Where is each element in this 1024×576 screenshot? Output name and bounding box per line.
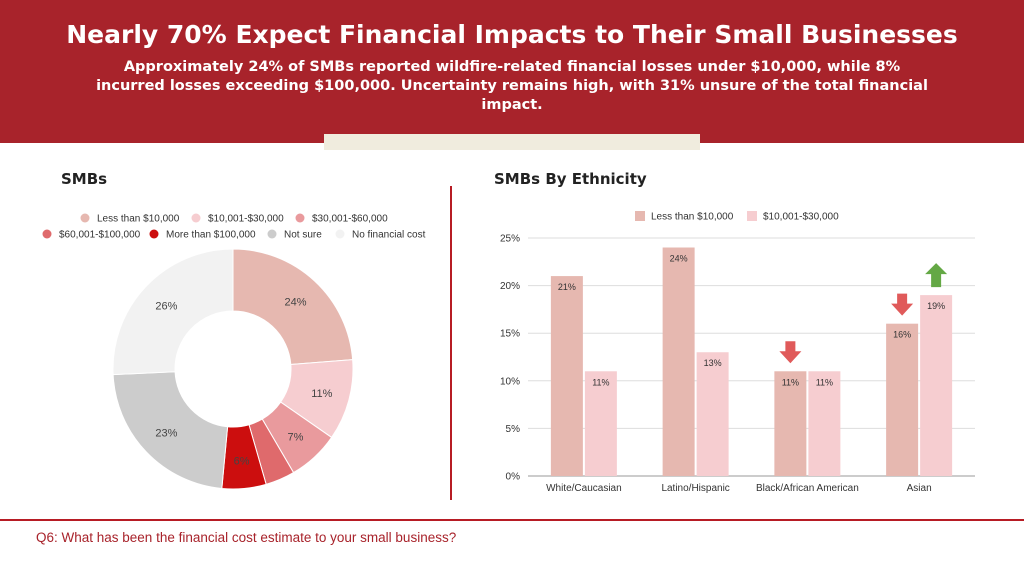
bar-latino-hispanic-10-001-30-000 (696, 352, 729, 476)
legend-swatch-less-than-10-000 (80, 213, 90, 223)
y-tick-label: 15% (500, 329, 520, 340)
bar-black-african-american-less-than-10-000 (774, 371, 807, 476)
survey-question: Q6: What has been the financial cost est… (36, 530, 457, 545)
legend-swatch-60-001-100-000 (42, 229, 52, 239)
arrow-down-icon (779, 341, 802, 364)
bar-legend-label-10-001-30-000: $10,001-$30,000 (763, 212, 839, 223)
y-tick-label: 0% (506, 472, 521, 483)
x-tick-label: White/Caucasian (546, 483, 622, 494)
bar-legend-swatch-less-than-10-000 (635, 211, 645, 221)
donut-slice-not-sure (112, 371, 229, 490)
y-tick-label: 20% (500, 281, 520, 292)
donut-slice-label-not-sure: 23% (155, 428, 177, 440)
bar-value-label: 19% (927, 301, 945, 311)
bar-white-caucasian-10-001-30-000 (584, 371, 617, 476)
y-tick-label: 5% (506, 424, 521, 435)
donut-slice-label-10-001-30-000: 11% (311, 388, 332, 400)
vertical-divider (450, 186, 452, 500)
page-subtitle: Approximately 24% of SMBs reported wildf… (96, 59, 928, 113)
legend-swatch-more-than-100-000 (149, 229, 159, 239)
legend-swatch-10-001-30-000 (191, 213, 201, 223)
bar-value-label: 11% (816, 377, 833, 387)
arrow-up-icon (925, 263, 948, 288)
x-tick-label: Black/African American (756, 483, 859, 494)
legend-label-not-sure: Not sure (284, 230, 322, 241)
donut-slice-label-no-financial-cost: 26% (155, 300, 177, 312)
legend-swatch-not-sure (267, 229, 277, 239)
donut-slice-label-more-than-100-000: 6% (234, 456, 250, 468)
legend-label-no-financial-cost: No financial cost (352, 230, 426, 241)
bar-white-caucasian-less-than-10-000 (550, 276, 583, 476)
y-tick-label: 25% (500, 234, 520, 245)
bar-value-label: 16% (893, 330, 911, 340)
legend-label-more-than-100-000: More than $100,000 (166, 230, 256, 241)
bar-latino-hispanic-less-than-10-000 (662, 247, 695, 476)
donut-slice-no-financial-cost (112, 248, 234, 376)
legend-label-less-than-10-000: Less than $10,000 (97, 214, 180, 225)
donut-slice-label-30-001-60-000: 7% (288, 432, 304, 444)
bar-asian-less-than-10-000 (886, 323, 919, 476)
accent-bar (324, 134, 700, 150)
x-tick-label: Asian (907, 483, 932, 494)
bar-value-label: 11% (592, 377, 609, 387)
bar-black-african-american-10-001-30-000 (808, 371, 841, 476)
horizontal-divider (0, 519, 1024, 521)
bar-legend-swatch-10-001-30-000 (747, 211, 757, 221)
legend-swatch-no-financial-cost (335, 229, 345, 239)
bar-value-label: 24% (670, 254, 688, 264)
legend-swatch-30-001-60-000 (295, 213, 305, 223)
bar-legend-label-less-than-10-000: Less than $10,000 (651, 212, 734, 223)
header-banner: Nearly 70% Expect Financial Impacts to T… (0, 0, 1024, 143)
legend-label-60-001-100-000: $60,001-$100,000 (59, 230, 141, 241)
y-tick-label: 10% (500, 376, 520, 387)
bar-value-label: 21% (558, 282, 576, 292)
donut-chart-title: SMBs (61, 170, 108, 188)
x-tick-label: Latino/Hispanic (661, 483, 729, 494)
donut-slice-label-less-than-10-000: 24% (284, 296, 306, 308)
bar-asian-10-001-30-000 (920, 295, 953, 476)
legend-label-30-001-60-000: $30,001-$60,000 (312, 214, 388, 225)
donut-slice-less-than-10-000 (232, 248, 354, 366)
page-title: Nearly 70% Expect Financial Impacts to T… (66, 20, 958, 49)
bar-value-label: 13% (704, 358, 722, 368)
bar-value-label: 11% (782, 377, 799, 387)
bar-chart-title: SMBs By Ethnicity (494, 170, 647, 188)
arrow-down-icon (891, 293, 914, 316)
legend-label-10-001-30-000: $10,001-$30,000 (208, 214, 284, 225)
